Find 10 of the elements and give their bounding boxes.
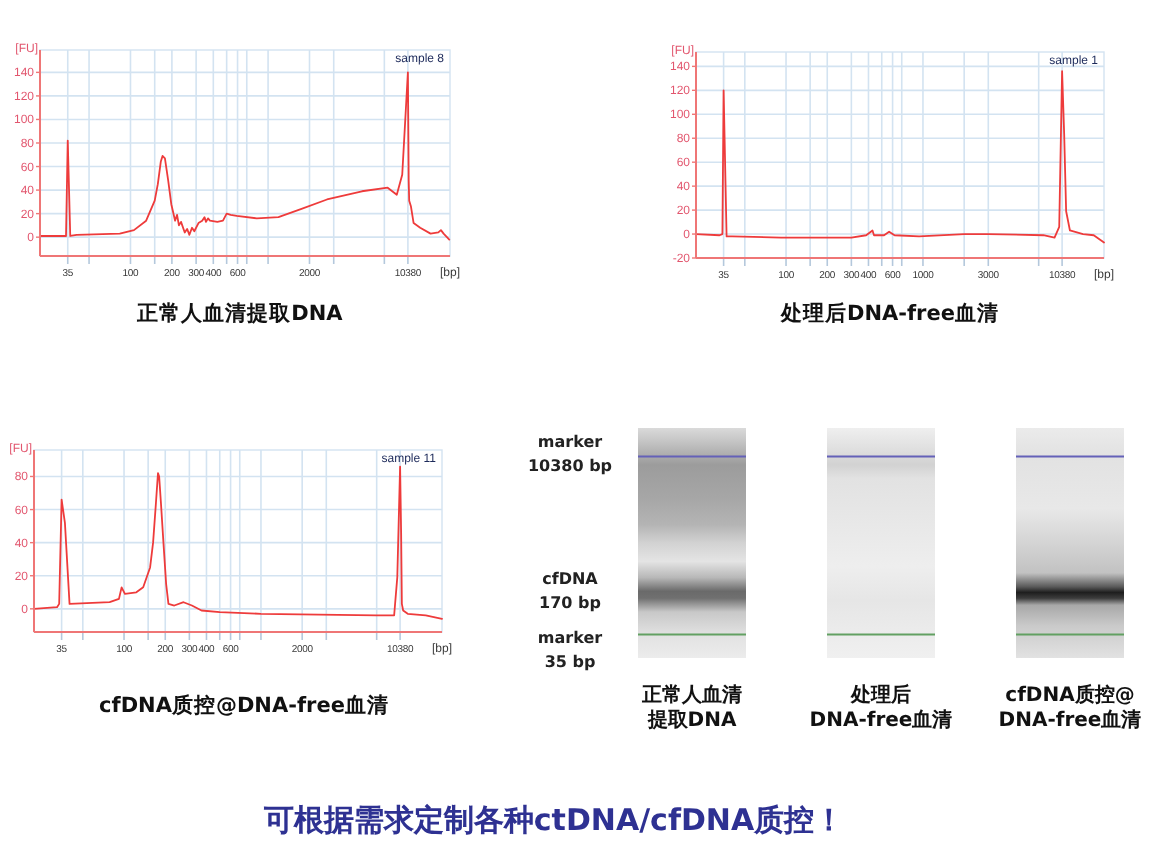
text: 处理后DNA-free血清 xyxy=(779,300,999,326)
text: marker 35 bp xyxy=(537,629,603,671)
category-label: 处理后DNA-free血清 xyxy=(809,683,953,732)
text: cfDNA质控@DNA-free血清 xyxy=(99,692,389,718)
category-label: 正常人血清提取DNA xyxy=(640,683,742,732)
category-label: cfDNA质控@DNA-free血清 xyxy=(998,683,1142,732)
text: cfDNA 170 bp xyxy=(539,570,602,612)
text: marker 10380 bp xyxy=(527,433,613,476)
text: 可根据需求定制各种ctDNA/cfDNA质控！ xyxy=(261,802,845,838)
text: 正常人血清提取DNA xyxy=(135,300,345,326)
